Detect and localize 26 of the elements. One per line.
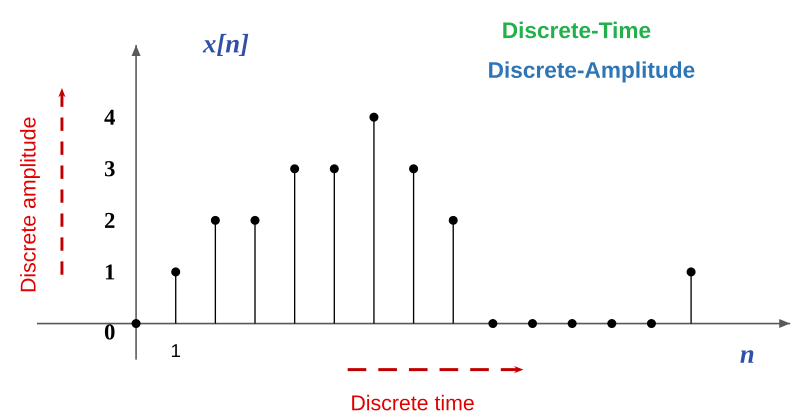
point	[488, 319, 498, 328]
point	[409, 164, 418, 174]
point	[369, 112, 378, 122]
y-tick-label: 0	[104, 324, 115, 340]
point	[210, 216, 220, 226]
text: Discrete-Amplitude	[489, 62, 694, 83]
point	[330, 164, 339, 174]
point	[171, 268, 180, 277]
x-axis-title: n	[740, 350, 754, 363]
point	[448, 216, 458, 226]
point	[250, 216, 260, 226]
y-tick-label: 4	[104, 110, 115, 125]
chart-title: Discrete-Time	[503, 22, 650, 38]
point	[528, 319, 538, 328]
annotation: Discrete amplitude	[20, 118, 40, 292]
text: Discrete time	[352, 394, 474, 411]
y-tick-label: 2	[105, 213, 114, 228]
y-tick-label: 1	[106, 264, 114, 280]
y-tick-label: 3	[104, 161, 115, 177]
point	[646, 319, 656, 328]
point	[132, 319, 141, 328]
y-axis-title: x[n]	[202, 34, 248, 56]
point	[686, 268, 696, 277]
point	[607, 319, 616, 328]
point	[290, 164, 300, 174]
point	[568, 319, 577, 328]
